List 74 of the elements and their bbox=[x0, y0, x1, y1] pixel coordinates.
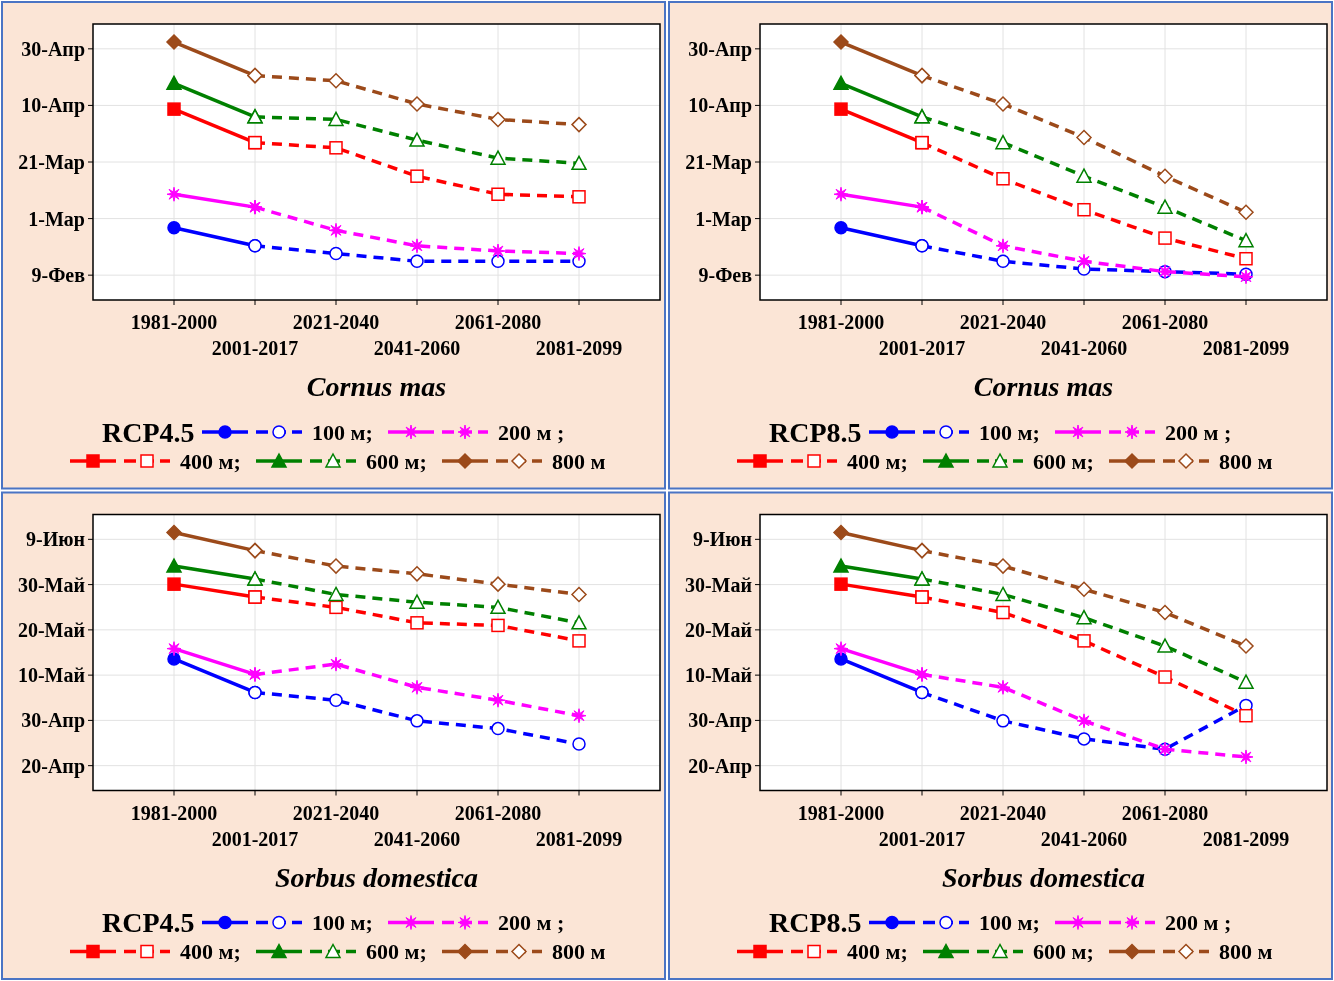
x-tick-label: 1981-2000 bbox=[130, 311, 218, 333]
legend-label: 400 м; bbox=[847, 448, 908, 474]
legend-label: 600 м; bbox=[1033, 448, 1094, 474]
x-axis-title: Sorbus domestica bbox=[274, 861, 479, 893]
text: 9-Фев bbox=[31, 264, 86, 287]
legend-label: 800 м bbox=[552, 448, 606, 474]
text: 10-Апр bbox=[688, 94, 752, 118]
x-tick-label: 2041-2060 bbox=[373, 827, 461, 850]
legend-label: 200 м ; bbox=[1165, 419, 1232, 445]
legend-label: 400 м; bbox=[180, 448, 241, 474]
legend-label: 800 м bbox=[1219, 448, 1273, 474]
text: 10-Апр bbox=[21, 94, 85, 118]
text: 20-Май bbox=[684, 618, 752, 641]
x-tick-label: 2041-2060 bbox=[1040, 337, 1128, 359]
text: 30-Апр bbox=[688, 37, 752, 61]
x-tick-label: 2081-2099 bbox=[1202, 827, 1290, 850]
legend-label: 200 м ; bbox=[1165, 910, 1232, 936]
legend-label: 600 м; bbox=[366, 939, 427, 965]
x-tick-label: 2021-2040 bbox=[292, 311, 380, 333]
x-tick-label: 1981-2000 bbox=[797, 311, 885, 333]
x-tick-label: 1981-2000 bbox=[797, 801, 885, 824]
text: 30-Май bbox=[684, 573, 752, 596]
text: 9-Июн bbox=[692, 528, 752, 551]
x-tick-label: 1981-2000 bbox=[130, 801, 218, 824]
x-tick-label: 2021-2040 bbox=[292, 801, 380, 824]
legend-label: 200 м ; bbox=[498, 910, 565, 936]
legend-label: 800 м bbox=[552, 939, 606, 965]
legend-title: RCP8.5 bbox=[769, 907, 862, 939]
x-tick-label: 2001-2017 bbox=[878, 827, 966, 850]
x-tick-label: 2081-2099 bbox=[535, 337, 623, 359]
x-tick-label: 2061-2080 bbox=[454, 801, 542, 824]
legend-label: 100 м; bbox=[979, 910, 1040, 936]
legend-label: 100 м; bbox=[312, 910, 373, 936]
legend-label: 400 м; bbox=[180, 939, 241, 965]
x-tick-label: 2081-2099 bbox=[1202, 337, 1290, 359]
text: 1-Мар bbox=[28, 207, 85, 231]
text: 1-Мар bbox=[695, 207, 752, 231]
legend-title: RCP4.5 bbox=[102, 416, 195, 448]
x-tick-label: 2061-2080 bbox=[1121, 311, 1209, 333]
x-axis-title: Cornus mas bbox=[306, 371, 447, 402]
text: 20-Май bbox=[17, 618, 85, 641]
text: 21-Мар bbox=[18, 151, 85, 174]
text: 9-Июн bbox=[25, 528, 85, 551]
text: 30-Апр bbox=[21, 37, 85, 61]
text: 9-Фев bbox=[698, 264, 753, 287]
x-tick-label: 2041-2060 bbox=[1040, 827, 1128, 850]
text: 20-Апр bbox=[688, 754, 752, 778]
legend-title: RCP8.5 bbox=[769, 416, 862, 448]
legend-label: 600 м; bbox=[1033, 939, 1094, 965]
x-tick-label: 2061-2080 bbox=[1121, 801, 1209, 824]
text: 21-Мар bbox=[685, 151, 752, 174]
x-tick-label: 2061-2080 bbox=[454, 311, 542, 333]
x-tick-label: 2041-2060 bbox=[373, 337, 461, 359]
legend-title: RCP4.5 bbox=[102, 907, 195, 939]
x-axis-title: Sorbus domestica bbox=[941, 861, 1146, 893]
legend-label: 800 м bbox=[1219, 939, 1273, 965]
text: 30-Май bbox=[17, 573, 85, 596]
legend-label: 600 м; bbox=[366, 448, 427, 474]
text: 20-Апр bbox=[21, 754, 85, 778]
x-tick-label: 2021-2040 bbox=[959, 311, 1047, 333]
x-tick-label: 2001-2017 bbox=[211, 337, 299, 359]
text: 10-Май bbox=[17, 664, 85, 687]
text: 30-Апр bbox=[21, 709, 85, 733]
legend-label: 400 м; bbox=[847, 939, 908, 965]
x-tick-label: 2001-2017 bbox=[211, 827, 299, 850]
text: 30-Апр bbox=[688, 709, 752, 733]
legend-label: 200 м ; bbox=[498, 419, 565, 445]
x-tick-label: 2021-2040 bbox=[959, 801, 1047, 824]
legend-label: 100 м; bbox=[312, 419, 373, 445]
x-tick-label: 2081-2099 bbox=[535, 827, 623, 850]
text: 10-Май bbox=[684, 664, 752, 687]
legend-label: 100 м; bbox=[979, 419, 1040, 445]
x-tick-label: 2001-2017 bbox=[878, 337, 966, 359]
x-axis-title: Cornus mas bbox=[973, 371, 1114, 402]
